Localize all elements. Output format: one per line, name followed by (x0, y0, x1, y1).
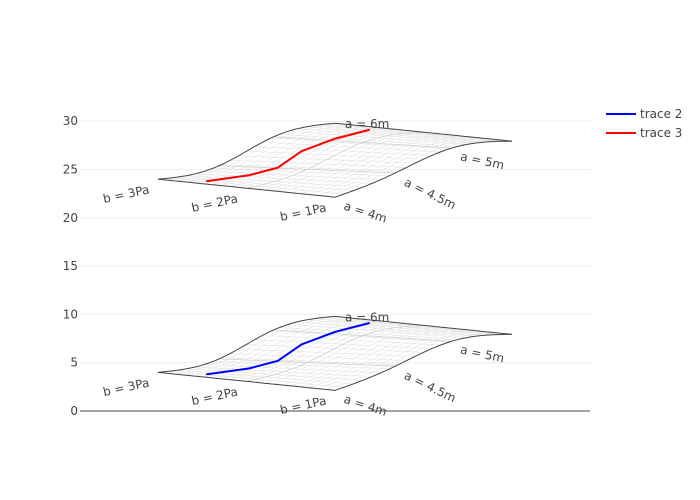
carpet-b-label: b = 2Pa (190, 385, 239, 408)
carpet-minor-line (255, 326, 433, 383)
carpet-boundary (334, 315, 513, 335)
y-tick-label: 25 (63, 163, 78, 177)
carpet-b-label: b = 3Pa (102, 182, 151, 205)
carpet-minor-line (326, 333, 504, 390)
carpet-minor-line (290, 329, 468, 387)
y-axis: 0 5 10 15 20 25 30 (63, 114, 78, 418)
traces (206, 128, 370, 376)
carpet-minor-line (317, 332, 495, 389)
carpet-minor-line (264, 133, 442, 191)
carpet-a-label: a = 6m (345, 310, 389, 324)
carpet-minor-line (281, 135, 459, 193)
carpet-a-label: a = 4m (342, 199, 389, 226)
carpet-a-label: a = 4.5m (402, 175, 458, 212)
carpet-boundary (334, 333, 512, 391)
legend-label: trace 3 (640, 126, 682, 140)
carpet-boundary (334, 140, 513, 198)
carpet-a-label: a = 4m (342, 392, 389, 419)
y-tick-label: 10 (63, 307, 78, 321)
y-tick-label: 0 (70, 404, 78, 418)
carpet-b-line (246, 131, 424, 189)
carpet-b-label: b = 3Pa (102, 376, 151, 399)
carpet-2 (157, 122, 513, 198)
carpet-minor-line (326, 140, 504, 197)
carpet-a-label: a = 4.5m (402, 368, 458, 405)
carpet-minor-line (228, 130, 406, 187)
legend-item[interactable]: trace 2 (606, 107, 682, 121)
series-line-trace-3[interactable] (206, 128, 370, 183)
carpet-minor-line (299, 137, 477, 194)
legend[interactable]: trace 2 trace 3 (606, 107, 682, 140)
carpet-boundary (157, 371, 336, 391)
carpet-a-label: a = 5m (459, 149, 505, 172)
carpet-minor-line (290, 136, 468, 193)
legend-item[interactable]: trace 3 (606, 126, 682, 140)
carpet-minor-line (299, 330, 477, 388)
carpet-minor-line (273, 134, 451, 192)
legend-label: trace 2 (640, 107, 682, 121)
carpet-minor-line (308, 138, 486, 195)
carpet-b-label: b = 2Pa (190, 191, 239, 214)
carpets (157, 122, 513, 391)
y-tick-label: 15 (63, 259, 78, 273)
carpet-minor-line (228, 323, 406, 380)
carpet-boundary (334, 122, 513, 142)
carpet-a-label: a = 5m (459, 342, 505, 365)
carpet-a-label: a = 6m (345, 117, 389, 131)
carpet-b-label: b = 1Pa (279, 200, 328, 223)
y-tick-label: 20 (63, 211, 78, 225)
y-tick-label: 30 (63, 114, 78, 128)
carpet-1 (157, 315, 513, 391)
carpet-minor-line (308, 331, 486, 388)
carpet-boundary (157, 315, 336, 373)
carpet-b-line (246, 325, 424, 382)
carpet-minor-line (264, 326, 442, 384)
carpet-minor-line (255, 132, 433, 190)
carpet-minor-line (273, 327, 451, 385)
series-line-trace-2[interactable] (206, 322, 370, 376)
carpet-minor-line (281, 328, 459, 386)
carpet-boundary (157, 122, 336, 180)
y-tick-label: 5 (70, 356, 78, 370)
carpet-boundary (157, 178, 336, 198)
carpet-b-label: b = 1Pa (279, 394, 328, 417)
carpet-minor-line (317, 139, 495, 196)
